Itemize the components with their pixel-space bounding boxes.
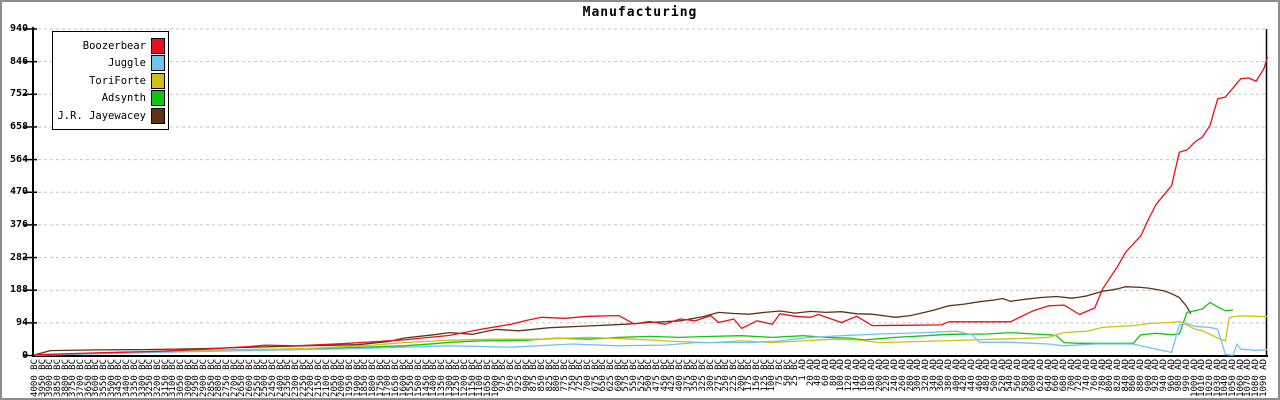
legend-color-chip	[151, 107, 165, 124]
series-line-juggle	[34, 322, 1268, 356]
y-axis-label: 0	[21, 349, 28, 361]
y-axis-label: 564	[9, 153, 28, 165]
y-axis-label: 846	[9, 55, 28, 67]
legend-box: Boozerbear Juggle ToriForte Adsynth J.R. Jay…	[52, 31, 169, 130]
series-line-adsynth	[34, 301, 1234, 356]
legend-item-j-r-jayewacey: J.R. Jayewacey	[55, 107, 165, 125]
y-axis-label: 282	[9, 251, 28, 263]
legend-color-chip	[151, 37, 165, 54]
y-axis-label: 658	[9, 120, 28, 132]
y-axis-label: 470	[9, 186, 28, 198]
series-line-toriforte	[34, 315, 1268, 356]
legend-item-boozerbear: Boozerbear	[55, 37, 165, 55]
legend-label: J.R. Jayewacey	[57, 109, 146, 122]
y-axis-label: 940	[9, 23, 28, 34]
y-axis-label: 94	[15, 316, 28, 328]
x-axis-label: 1090 AD	[1258, 359, 1269, 397]
legend-color-chip	[151, 72, 165, 89]
legend-label: ToriForte	[89, 74, 146, 87]
series-line-j-r-jayewacey	[34, 286, 1192, 356]
chart-title: Manufacturing	[582, 5, 698, 20]
legend-label: Juggle	[108, 57, 146, 70]
legend-label: Boozerbear	[82, 39, 146, 52]
legend-color-chip	[151, 55, 165, 72]
legend-item-juggle: Juggle	[55, 55, 165, 73]
legend-color-chip	[151, 90, 165, 107]
series-line-boozerbear	[34, 56, 1269, 356]
y-axis-label: 376	[9, 218, 28, 230]
y-axis-label: 752	[9, 88, 28, 100]
y-axis-label: 188	[9, 284, 28, 296]
legend-item-toriforte: ToriForte	[55, 72, 165, 90]
legend-item-adsynth: Adsynth	[55, 90, 165, 108]
legend-label: Adsynth	[101, 92, 146, 105]
